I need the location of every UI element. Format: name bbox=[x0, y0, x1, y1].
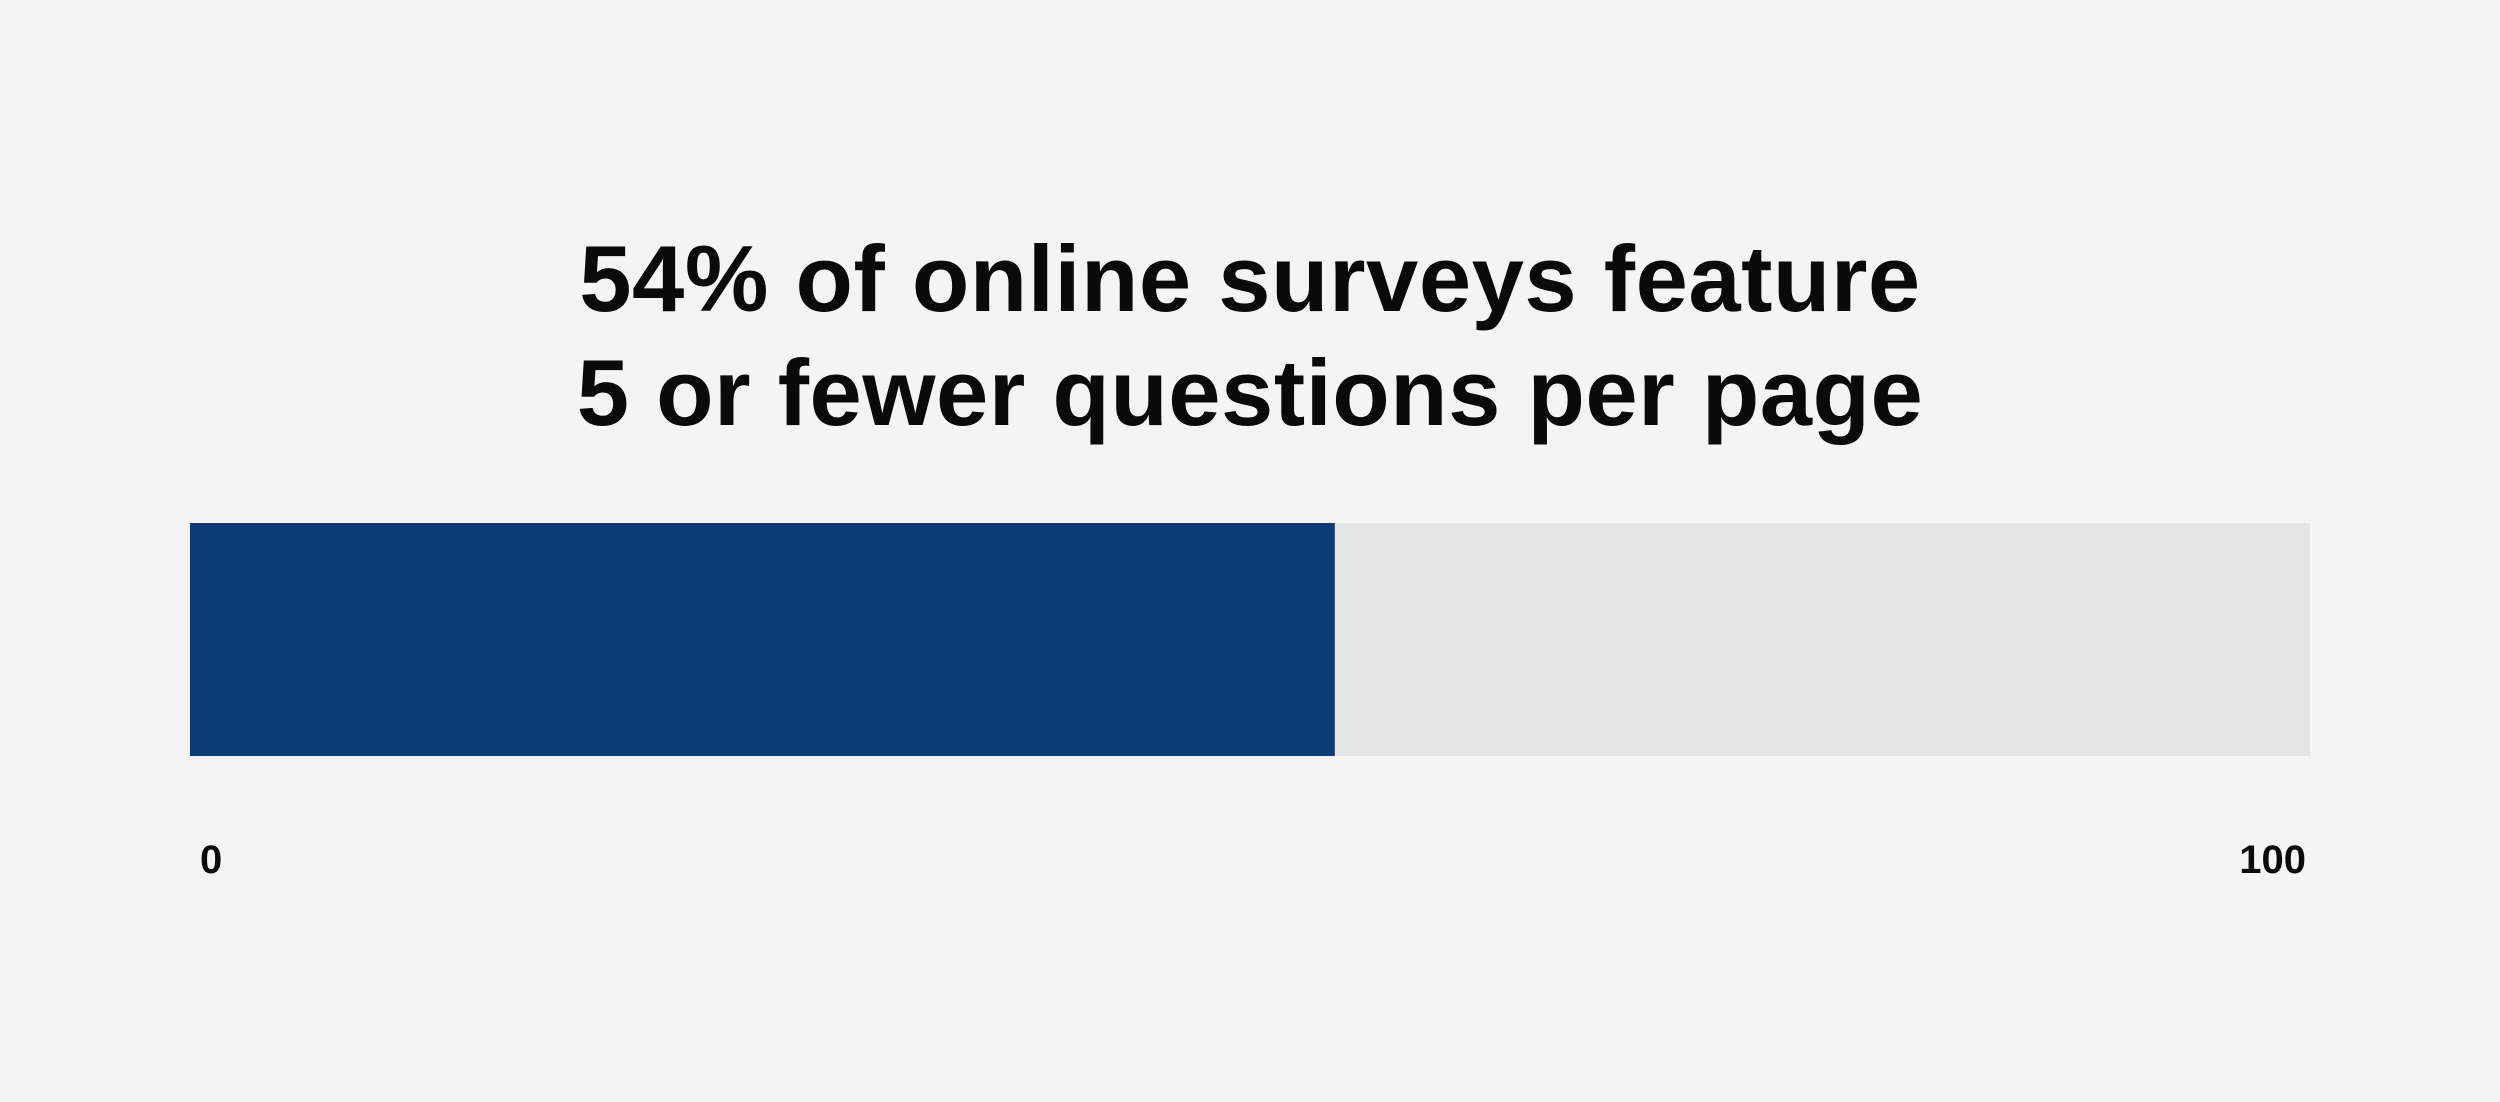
axis-tick-label-max: 100 bbox=[2239, 838, 2306, 882]
axis-tick-label-min: 0 bbox=[200, 838, 222, 882]
chart-title: 54% of online surveys feature 5 or fewer… bbox=[0, 222, 2500, 450]
chart-title-line-1: 54% of online surveys feature bbox=[579, 226, 1921, 331]
progress-fill-bar bbox=[190, 523, 1335, 756]
chart-title-line-2: 5 or fewer questions per page bbox=[576, 340, 1924, 445]
